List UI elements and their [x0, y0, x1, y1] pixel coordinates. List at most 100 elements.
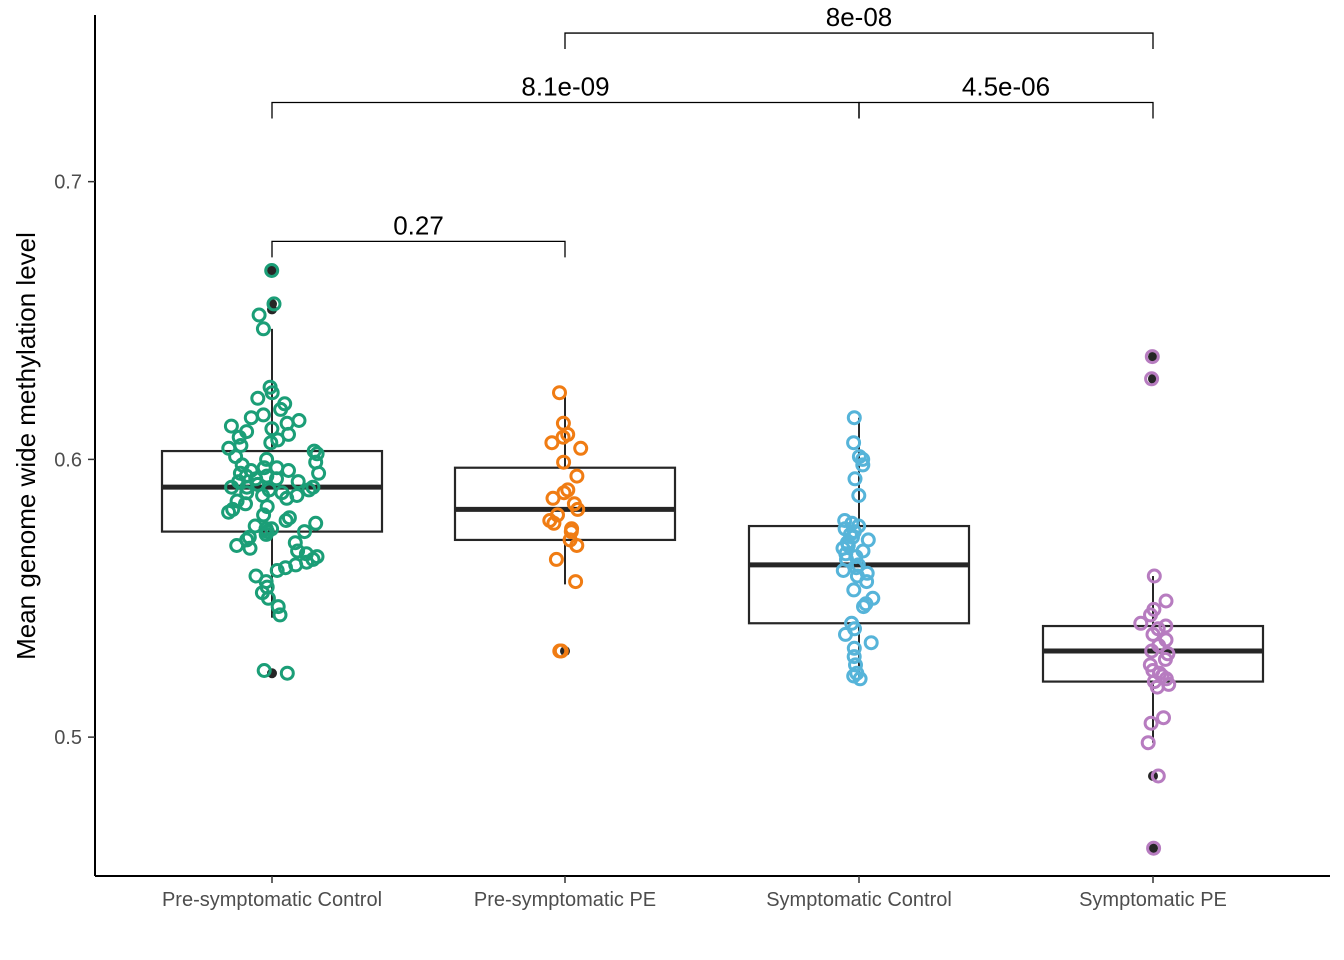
data-point — [846, 649, 862, 665]
data-point — [1146, 840, 1162, 856]
data-point — [846, 410, 862, 426]
data-point — [301, 482, 317, 498]
data-point — [270, 432, 286, 448]
p-value-label: 4.5e-06 — [962, 71, 1050, 101]
data-point — [278, 560, 293, 576]
data-point — [229, 538, 245, 553]
data-point — [223, 418, 239, 434]
data-point — [856, 599, 871, 615]
data-point — [281, 463, 296, 478]
x-tick-label: Pre-symptomatic Control — [162, 889, 382, 911]
points-layer — [221, 263, 1177, 856]
data-point — [1158, 618, 1174, 634]
data-point — [1146, 568, 1162, 584]
data-point — [546, 515, 562, 531]
y-tick-label: 0.5 — [54, 727, 82, 749]
data-point — [266, 296, 282, 312]
bracket-line — [564, 32, 1154, 50]
data-point — [263, 435, 279, 451]
data-point — [256, 663, 272, 678]
data-point — [1140, 735, 1156, 751]
data-point — [287, 535, 303, 551]
data-point — [238, 496, 253, 512]
x-axis-ticks: Pre-symptomatic Control Pre-symptomatic P… — [162, 876, 1227, 911]
y-tick-label: 0.7 — [54, 172, 82, 194]
data-point — [1133, 615, 1149, 631]
data-point — [239, 479, 255, 495]
bracket-line — [271, 240, 566, 258]
outlier-point — [267, 265, 277, 276]
bracket-line — [858, 101, 1154, 119]
data-point — [264, 421, 280, 437]
x-tick-label: Symptomatic PE — [1079, 889, 1227, 911]
data-point — [290, 474, 306, 490]
data-point — [846, 435, 862, 451]
data-point — [545, 490, 561, 506]
data-point — [242, 540, 258, 556]
data-point — [269, 563, 285, 578]
data-point — [855, 457, 871, 473]
data-point — [838, 626, 853, 642]
data-point — [297, 524, 312, 540]
data-point — [855, 451, 871, 467]
data-point — [279, 665, 295, 681]
data-point — [851, 488, 867, 503]
data-point — [224, 479, 240, 495]
data-point — [273, 401, 289, 417]
data-point — [290, 543, 306, 559]
data-point — [291, 413, 307, 428]
p-value-label: 8e-08 — [826, 2, 893, 32]
data-point — [255, 321, 271, 337]
data-point — [1144, 349, 1160, 365]
data-point — [556, 454, 572, 470]
data-point — [1157, 651, 1173, 667]
comparison-bracket: 4.5e-06 — [858, 71, 1154, 119]
data-point — [846, 582, 862, 598]
plot-area: 0.27 4.5e-06 8.1e-09 8e-08 — [160, 2, 1265, 856]
data-point — [231, 429, 247, 445]
boxes-layer — [160, 265, 1265, 854]
comparison-bracket: 8.1e-09 — [271, 71, 860, 119]
data-point — [270, 599, 286, 615]
data-point — [308, 515, 324, 531]
data-point — [570, 501, 586, 517]
data-point — [258, 526, 274, 542]
x-tick-label: Symptomatic Control — [766, 889, 952, 911]
data-point — [1150, 768, 1166, 784]
data-point — [569, 538, 585, 553]
data-point — [264, 263, 280, 278]
y-tick-label: 0.6 — [54, 449, 82, 471]
data-point — [552, 643, 568, 659]
data-point — [278, 513, 294, 528]
outlier-point — [1148, 351, 1158, 362]
data-point — [837, 513, 853, 528]
data-point — [563, 524, 579, 540]
data-point — [269, 471, 284, 487]
data-point — [309, 446, 325, 462]
data-point — [555, 429, 571, 445]
data-point — [259, 499, 275, 515]
data-point — [259, 451, 275, 467]
data-point — [279, 490, 295, 506]
data-point — [835, 563, 851, 578]
data-point — [250, 390, 266, 406]
comparison-bracket: 0.27 — [271, 210, 566, 258]
data-point — [1145, 626, 1161, 642]
data-point — [846, 640, 862, 656]
data-point — [552, 385, 567, 401]
data-point — [1158, 593, 1174, 609]
p-value-label: 8.1e-09 — [521, 71, 609, 101]
bracket-line — [271, 101, 860, 119]
data-point — [859, 574, 875, 590]
data-point — [1143, 715, 1159, 731]
data-point — [556, 485, 572, 501]
data-point — [221, 504, 237, 520]
data-point — [569, 468, 585, 484]
comparison-bracket: 8e-08 — [564, 2, 1154, 50]
data-point — [544, 435, 560, 451]
y-axis-ticks: 0.5 0.6 0.7 — [54, 172, 95, 749]
data-point — [255, 407, 271, 423]
data-point — [847, 471, 863, 487]
data-point — [243, 410, 259, 426]
data-point — [863, 635, 879, 651]
